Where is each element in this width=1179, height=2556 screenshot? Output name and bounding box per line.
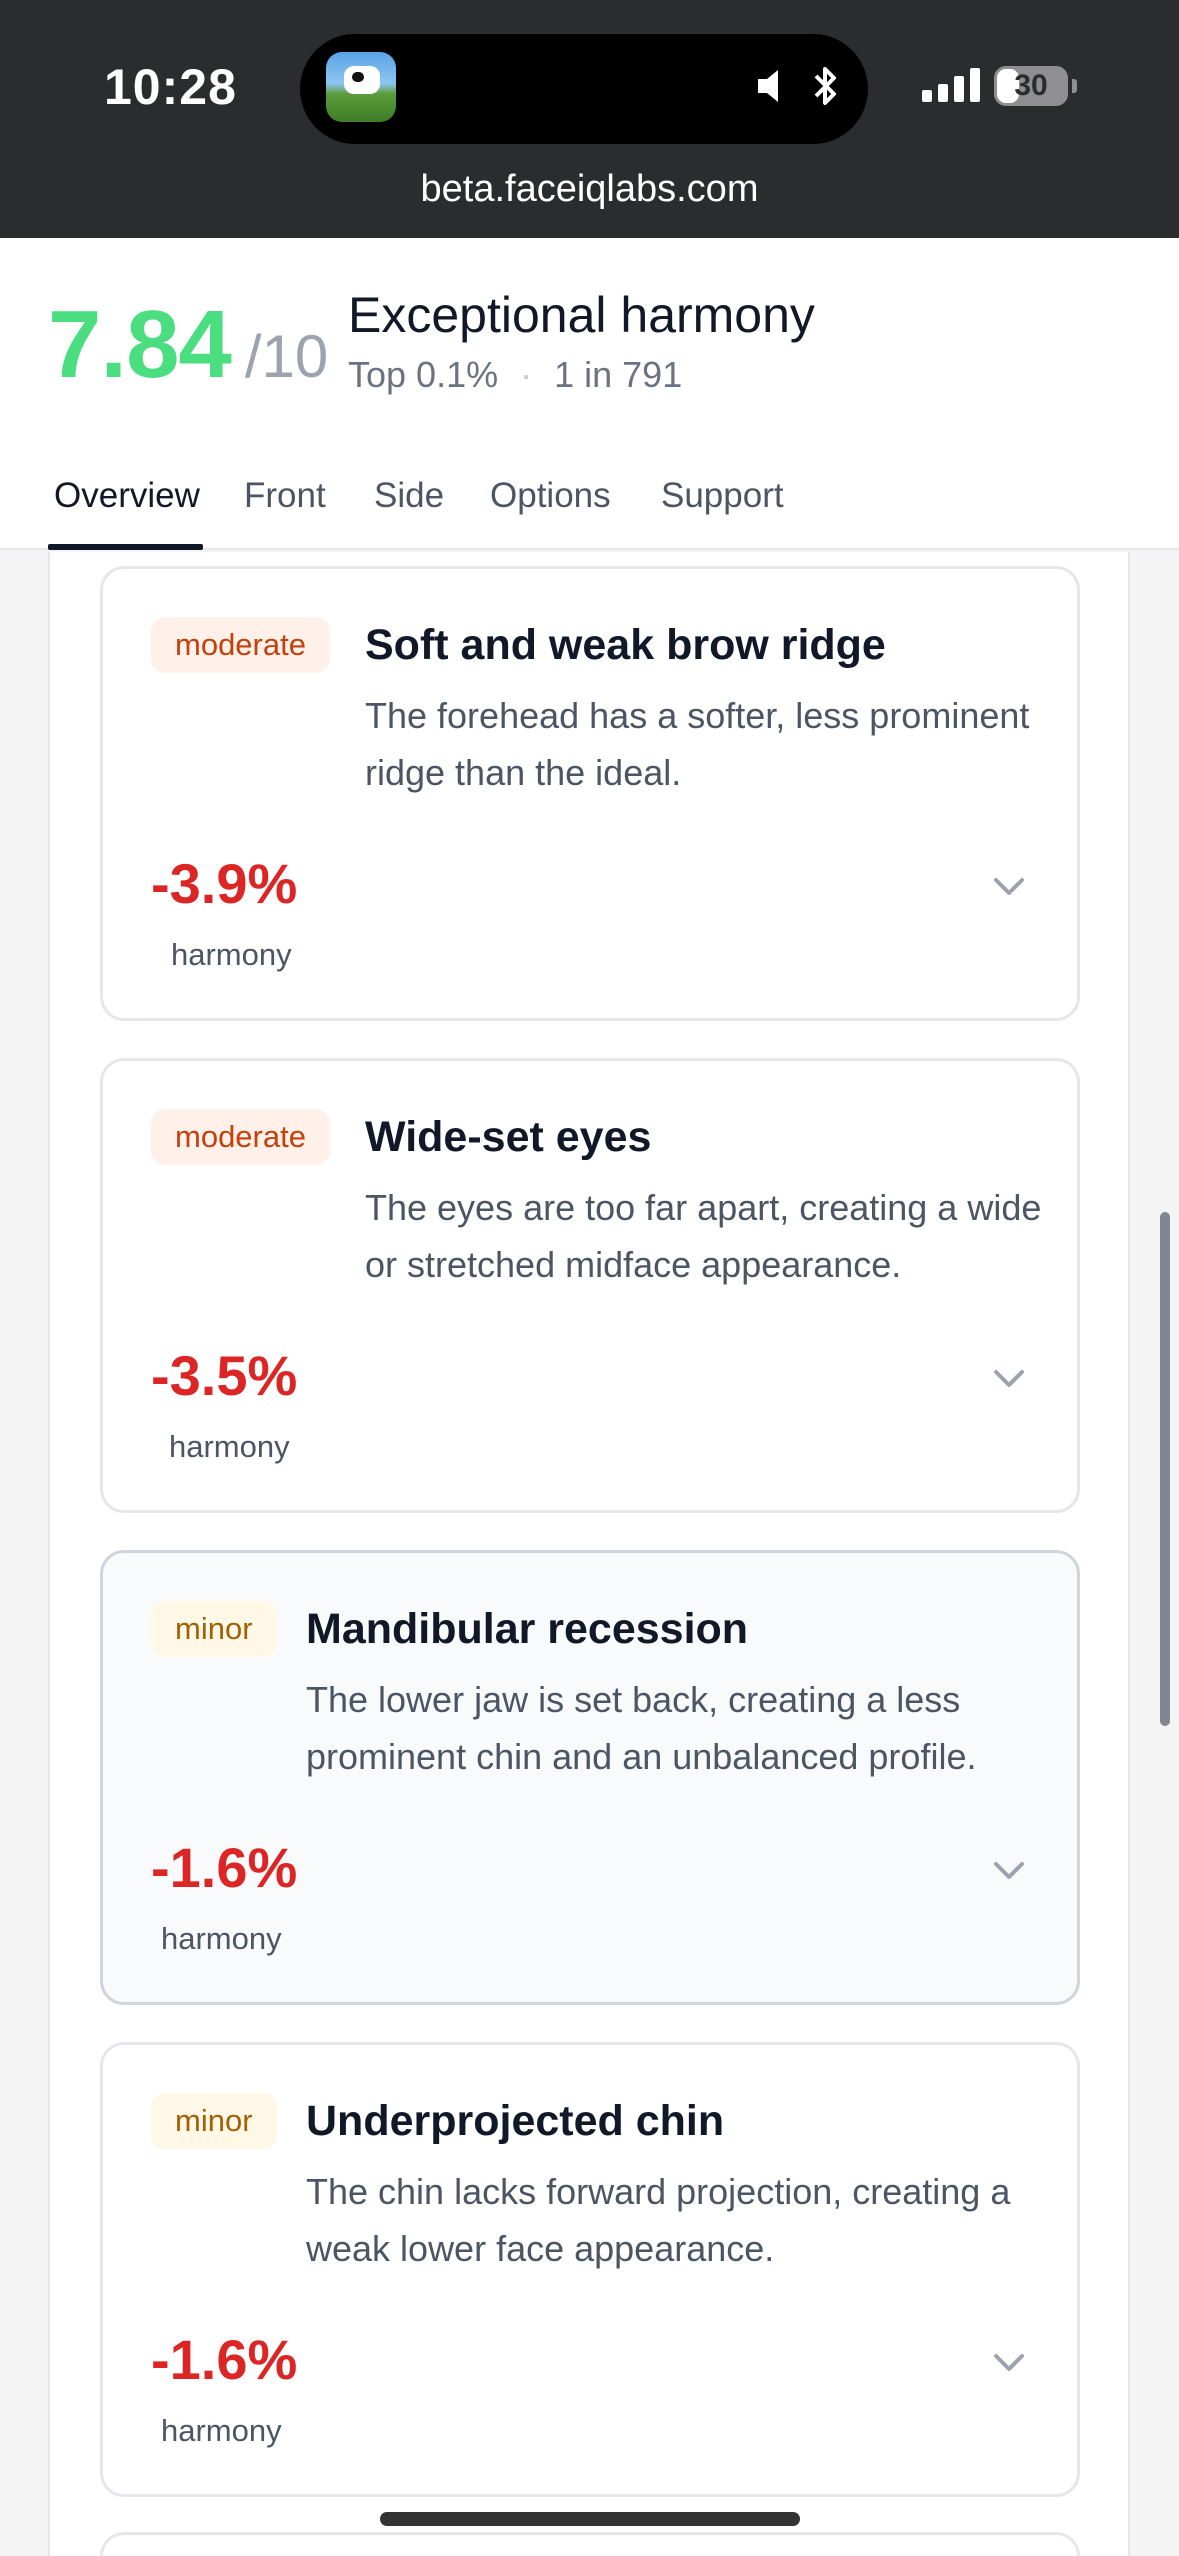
speaker-mute-icon xyxy=(756,66,800,106)
finding-description: The chin lacks forward projection, creat… xyxy=(306,2171,1011,2269)
finding-title: Wide-set eyes xyxy=(365,1113,652,1161)
status-time: 10:28 xyxy=(104,59,237,115)
finding-card[interactable]: moderate Soft and weak brow ridge The fo… xyxy=(100,566,1080,1021)
browser-url[interactable]: beta.faceiqlabs.com xyxy=(420,168,759,210)
harmony-score: 7.84 /10 xyxy=(48,290,328,400)
finding-card[interactable]: minor Mandibular recession The lower jaw… xyxy=(100,1550,1080,2005)
finding-card[interactable]: minor Underprojected chin The chin lacks… xyxy=(100,2042,1080,2497)
chevron-down-icon[interactable] xyxy=(993,1369,1025,1394)
finding-card[interactable]: moderate Wide-set eyes The eyes are too … xyxy=(100,1058,1080,1513)
tab-front[interactable]: Front xyxy=(244,476,326,515)
findings-scroll-area[interactable]: moderate Soft and weak brow ridge The fo… xyxy=(0,552,1179,2556)
severity-badge: moderate xyxy=(151,1109,330,1165)
harmony-impact: -3.9% xyxy=(151,852,298,915)
chevron-down-icon[interactable] xyxy=(993,1861,1025,1886)
finding-description: The lower jaw is set back, creating a le… xyxy=(306,1679,977,1777)
harmony-headline: Exceptional harmony xyxy=(348,287,815,343)
finding-description: The eyes are too far apart, creating a w… xyxy=(365,1187,1042,1285)
chevron-down-icon[interactable] xyxy=(993,877,1025,902)
tab-overview[interactable]: Overview xyxy=(54,476,200,515)
harmony-label: harmony xyxy=(161,1921,282,1956)
rarity: 1 in 791 xyxy=(554,354,683,395)
dynamic-island[interactable] xyxy=(300,34,868,144)
cellular-signal-icon xyxy=(922,68,980,102)
battery-percentage: 30 xyxy=(1014,69,1048,102)
separator-dot: · xyxy=(520,354,533,395)
bluetooth-icon xyxy=(812,64,840,108)
harmony-impact: -1.6% xyxy=(151,2328,298,2391)
harmony-impact: -1.6% xyxy=(151,1836,298,1899)
finding-description: The forehead has a softer, less prominen… xyxy=(365,695,1030,793)
tab-options[interactable]: Options xyxy=(490,476,611,515)
score-value: 7.84 xyxy=(48,291,232,398)
score-subtitle: Top 0.1% · 1 in 791 xyxy=(348,354,682,396)
finding-title: Soft and weak brow ridge xyxy=(365,621,886,669)
severity-badge: moderate xyxy=(151,617,330,673)
severity-badge: minor xyxy=(151,2093,277,2149)
severity-badge: minor xyxy=(151,1601,277,1657)
chevron-down-icon[interactable] xyxy=(993,2353,1025,2378)
score-denominator: /10 xyxy=(244,323,329,390)
battery-icon: 30 xyxy=(994,66,1077,106)
harmony-label: harmony xyxy=(169,1429,290,1464)
harmony-label: harmony xyxy=(171,937,292,972)
finding-title: Underprojected chin xyxy=(306,2097,725,2145)
harmony-label: harmony xyxy=(161,2413,282,2448)
active-tab-indicator xyxy=(48,544,203,550)
tab-bar: Overview Front Side Options Support xyxy=(0,460,1179,550)
finding-card-partial[interactable] xyxy=(100,2532,1080,2556)
scrollbar[interactable] xyxy=(1160,1212,1170,1726)
results-header: 7.84 /10 Exceptional harmony Top 0.1% · … xyxy=(0,238,1179,550)
finding-title: Mandibular recession xyxy=(306,1605,749,1653)
tab-side[interactable]: Side xyxy=(374,476,445,515)
harmony-impact: -3.5% xyxy=(151,1344,298,1407)
app-thumbnail-icon[interactable] xyxy=(326,52,396,122)
tab-support[interactable]: Support xyxy=(661,476,784,515)
percentile: Top 0.1% xyxy=(348,354,499,395)
home-indicator[interactable] xyxy=(380,2512,800,2526)
status-bar: 10:28 30 beta.faceiqlabs.com xyxy=(0,0,1179,238)
